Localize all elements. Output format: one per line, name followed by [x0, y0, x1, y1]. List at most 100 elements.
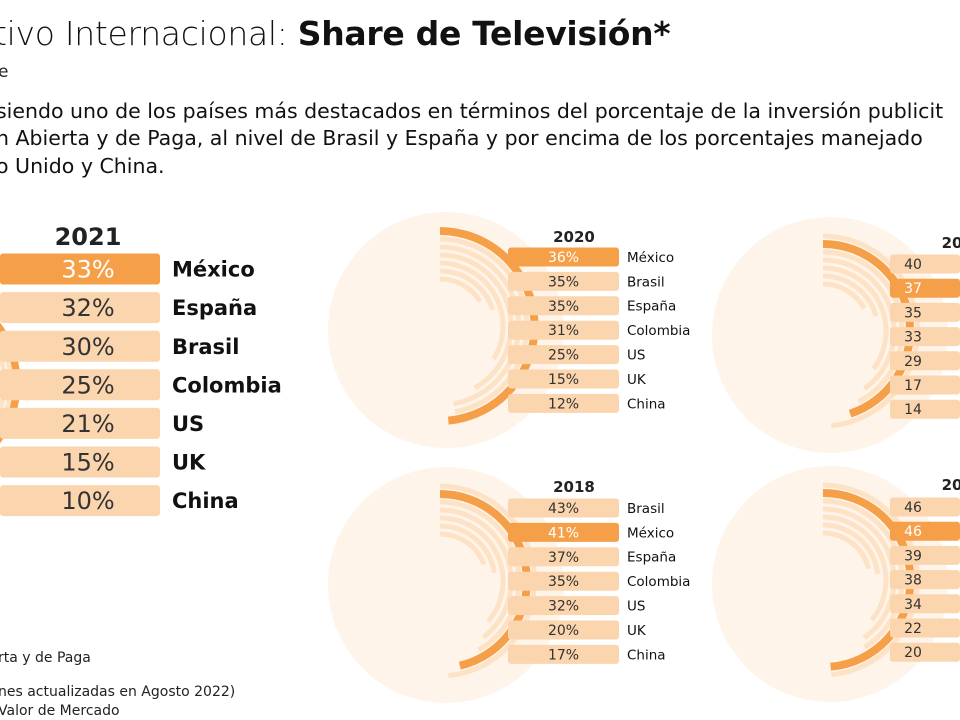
- chart-3-value-label-0: 43%: [548, 501, 579, 517]
- chart-0-bar-5: [0, 446, 160, 478]
- chart-0-bar-0: [0, 253, 160, 285]
- chart-4-arc-5: [822, 522, 881, 575]
- chart-1-value-label-4: 25%: [548, 348, 579, 364]
- chart-4-value-label-6: 20: [904, 645, 922, 661]
- chart-1-bar-2: [508, 296, 619, 316]
- chart-3-arc-1: [439, 490, 531, 670]
- chart-1-bar-3: [508, 320, 619, 340]
- chart-3-title: 2018: [553, 478, 595, 496]
- chart-0-category-3: Colombia: [172, 373, 282, 397]
- chart-3-value-label-1: 41%: [548, 525, 579, 541]
- chart-2-bar-4: [890, 351, 960, 371]
- chart-0-arc-2: [0, 348, 8, 418]
- chart-2-value-label-4: 29: [904, 354, 922, 370]
- chart-2-value-label-5: 17: [904, 378, 922, 394]
- chart-1-category-5: UK: [627, 372, 647, 388]
- chart-4-bar-5: [890, 618, 960, 638]
- chart-4-value-label-3: 38: [904, 573, 922, 589]
- chart-0-value-label-1: 32%: [61, 294, 114, 322]
- footnote-3: Valor de Mercado: [0, 703, 120, 719]
- chart-0: 2021 33% México 32% España 30% Brasil 25% Colomb…: [0, 223, 282, 517]
- chart-3: 2018 43% Brasil 41% México 37% España 35% Colomb…: [328, 467, 690, 703]
- chart-3-bar-0: [508, 498, 619, 518]
- chart-1-bar-4: [508, 345, 619, 365]
- chart-4-arc-6: [822, 530, 872, 570]
- chart-0-bar-1: [0, 292, 160, 324]
- chart-4-bar-1: [890, 521, 960, 541]
- chart-0-bar-6: [0, 485, 160, 517]
- chart-2-bar-5: [890, 375, 960, 395]
- chart-3-bar-3: [508, 571, 619, 591]
- chart-0-value-label-6: 10%: [61, 487, 114, 515]
- chart-2-arc-0: [822, 233, 921, 429]
- chart-3-arc-4: [439, 515, 506, 624]
- chart-1-arc-4: [439, 260, 506, 361]
- chart-0-category-4: US: [172, 412, 204, 436]
- chart-4-bar-2: [890, 545, 960, 565]
- chart-0-value-label-5: 15%: [61, 449, 114, 477]
- chart-0-value-label-0: 33%: [61, 256, 114, 284]
- chart-4-title: 20: [942, 476, 960, 494]
- footnote-1: rta y de Paga: [0, 650, 91, 666]
- chart-1-category-4: US: [627, 348, 645, 364]
- chart-3-value-label-3: 35%: [548, 574, 579, 590]
- chart-4-bar-4: [890, 594, 960, 614]
- chart-1-category-6: China: [627, 396, 666, 412]
- chart-2-value-label-3: 33: [904, 330, 922, 346]
- chart-3-category-4: US: [627, 599, 645, 615]
- chart-0-bar-3: [0, 369, 160, 401]
- chart-0-value-label-3: 25%: [61, 371, 114, 399]
- description: siendo uno de los países más destacados …: [0, 98, 960, 180]
- chart-1-category-3: Colombia: [627, 323, 690, 339]
- description-line-2: n Abierta y de Paga, al nivel de Brasil …: [0, 126, 923, 151]
- chart-1-bar-0: [508, 247, 619, 267]
- chart-3-value-label-5: 20%: [548, 623, 579, 639]
- title-bold: Share de Televisión*: [297, 14, 671, 53]
- chart-3-arc-6: [439, 531, 487, 566]
- chart-1-bar-6: [508, 393, 619, 413]
- chart-3-category-0: Brasil: [627, 501, 665, 517]
- chart-4-bar-0: [890, 497, 960, 517]
- chart-2-value-label-1: 37: [904, 281, 922, 297]
- chart-4-value-label-0: 46: [904, 500, 922, 516]
- chart-0-bar-4: [0, 407, 160, 439]
- chart-1-category-0: México: [627, 250, 674, 266]
- chart-1-value-label-6: 12%: [548, 396, 579, 412]
- chart-4-value-label-4: 34: [904, 597, 922, 613]
- chart-1-bar-5: [508, 369, 619, 389]
- chart-0-value-label-2: 30%: [61, 333, 114, 361]
- chart-3-bar-5: [508, 620, 619, 640]
- chart-3-category-2: España: [627, 550, 676, 566]
- chart-2-bar-6: [890, 399, 960, 419]
- chart-1-category-2: España: [627, 299, 676, 315]
- chart-4: 20 46 46 39 38 34 22 20: [712, 466, 960, 702]
- chart-2-bar-3: [890, 327, 960, 347]
- title-light: tivo Internacional:: [0, 14, 298, 53]
- chart-2-bar-2: [890, 302, 960, 322]
- chart-2-bar-1: [890, 278, 960, 298]
- chart-2-arc-5: [822, 273, 879, 317]
- chart-2: 20 40 37 35 33 29 17 14: [712, 217, 960, 453]
- chart-3-bar-4: [508, 596, 619, 616]
- chart-0-title: 2021: [55, 223, 122, 251]
- description-line-1: siendo uno de los países más destacados …: [0, 99, 944, 123]
- chart-4-bar-6: [890, 642, 960, 662]
- chart-0-category-0: México: [172, 258, 255, 282]
- chart-4-arc-4: [822, 514, 889, 622]
- chart-2-value-label-6: 14: [904, 402, 922, 418]
- chart-3-bar-6: [508, 644, 619, 664]
- chart-3-value-label-4: 32%: [548, 599, 579, 615]
- chart-4-value-label-1: 46: [904, 524, 922, 540]
- chart-0-value-label-4: 21%: [61, 410, 114, 438]
- chart-2-value-label-2: 35: [904, 305, 922, 321]
- chart-3-bar-2: [508, 547, 619, 567]
- chart-2-bar-0: [890, 254, 960, 274]
- chart-2-title: 20: [942, 234, 960, 252]
- chart-3-value-label-6: 17%: [548, 647, 579, 663]
- chart-1-arc-1: [439, 236, 530, 415]
- chart-3-arc-5: [439, 523, 497, 574]
- chart-1-arc-2: [439, 244, 522, 407]
- chart-0-category-2: Brasil: [172, 335, 239, 359]
- chart-1-bar-1: [508, 271, 619, 291]
- chart-1-value-label-5: 15%: [548, 372, 579, 388]
